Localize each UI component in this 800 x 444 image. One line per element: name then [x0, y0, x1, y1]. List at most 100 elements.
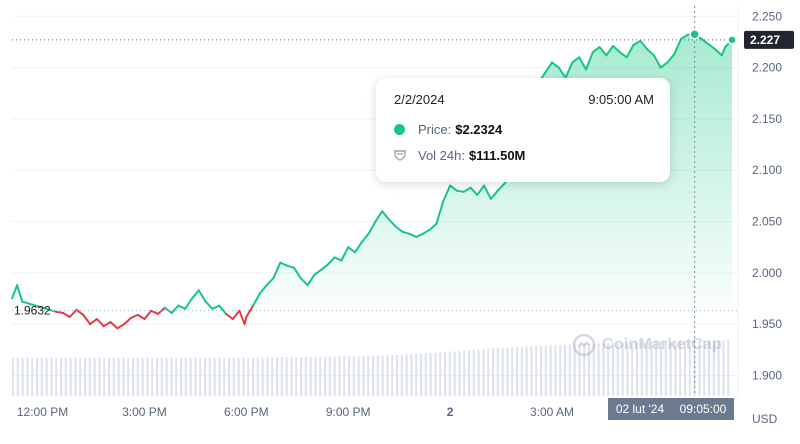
volume-bar [89, 358, 91, 396]
volume-bar [295, 357, 297, 396]
volume-bar [391, 355, 393, 396]
volume-bar [415, 354, 417, 396]
hover-point [690, 30, 699, 39]
volume-bar [238, 358, 240, 396]
volume-bar [281, 357, 283, 396]
price-line-segment [226, 314, 233, 319]
green-dot-icon [394, 124, 405, 135]
volume-bar [425, 353, 427, 396]
volume-bar [319, 357, 321, 396]
volume-bar [127, 358, 129, 396]
volume-bar [353, 356, 355, 396]
price-tooltip: 2/2/2024 9:05:00 AM Price: $2.2324 Vol 2… [376, 78, 670, 182]
volume-bar [338, 357, 340, 396]
price-line-segment [151, 311, 158, 314]
volume-bar [94, 358, 96, 396]
price-line-segment [246, 306, 253, 317]
volume-bar [46, 358, 48, 396]
last-price-point [728, 36, 736, 44]
volume-bar [449, 352, 451, 396]
volume-bar [554, 345, 556, 396]
price-line-segment [97, 319, 104, 326]
y-tick-label: 1.950 [752, 317, 782, 331]
y-tick-label: 2.100 [752, 163, 782, 177]
volume-bar [98, 358, 100, 396]
price-line-segment [145, 311, 152, 319]
volume-bar [530, 346, 532, 396]
coinmarketcap-logo-icon [572, 333, 596, 357]
volume-bar [521, 347, 523, 396]
price-line-segment [111, 322, 118, 328]
volume-bar [358, 356, 360, 396]
volume-bar [516, 347, 518, 396]
volume-bar [242, 358, 244, 396]
x-tick-label: 2 [447, 405, 454, 419]
volume-bar [439, 353, 441, 396]
price-line-segment [158, 308, 165, 314]
volume-bar [362, 356, 364, 396]
volume-bar [367, 356, 369, 396]
volume-bar [492, 348, 494, 396]
price-line-segment [240, 311, 245, 324]
volume-bar [545, 345, 547, 396]
volume-bar [103, 358, 105, 396]
y-axis-unit: USD [752, 412, 777, 426]
volume-bar [70, 358, 72, 396]
volume-bar [314, 357, 316, 396]
volume-bar [550, 345, 552, 396]
x-tick-label: 3:00 PM [122, 405, 167, 419]
price-line-segment [233, 311, 240, 319]
volume-bar [262, 358, 264, 396]
volume-bar [233, 358, 235, 396]
volume-bar [12, 358, 14, 396]
volume-bar [290, 357, 292, 396]
price-line-segment [117, 324, 124, 328]
y-tick-label: 2.150 [752, 112, 782, 126]
volume-bar [170, 358, 172, 396]
volume-bar [382, 355, 384, 396]
hover-date-label: 02 lut '24 [616, 402, 665, 416]
volume-bar [482, 349, 484, 396]
volume-bar [276, 357, 278, 396]
volume-bar [146, 358, 148, 396]
price-line-segment [63, 313, 70, 317]
volume-bar [166, 358, 168, 396]
volume-bar [228, 358, 230, 396]
tooltip-price-row: Price: $2.2324 [394, 120, 502, 138]
volume-bar [559, 345, 561, 396]
volume-bar [41, 358, 43, 396]
volume-bar [526, 346, 528, 396]
volume-bar [84, 358, 86, 396]
volume-bar [478, 349, 480, 396]
volume-bar [142, 358, 144, 396]
volume-bar [50, 358, 52, 396]
volume-bar [185, 358, 187, 396]
y-tick-label: 1.900 [752, 368, 782, 382]
price-line-segment [457, 191, 464, 192]
volume-bar [108, 358, 110, 396]
volume-bar [324, 357, 326, 396]
volume-bar [194, 358, 196, 396]
hover-time-label: 09:05:00 [680, 402, 727, 416]
volume-bar [535, 346, 537, 396]
volume-bar [156, 358, 158, 396]
x-tick-label: 6:00 PM [224, 405, 269, 419]
coinmarketcap-watermark: CoinMarketCap [572, 333, 722, 357]
volume-bar [468, 350, 470, 396]
y-tick-label: 2.250 [752, 9, 782, 23]
volume-bar [396, 355, 398, 396]
volume-bar [434, 353, 436, 396]
tooltip-volume-label: Vol 24h: [418, 148, 465, 163]
volume-bar [372, 356, 374, 396]
y-tick-label: 2.050 [752, 215, 782, 229]
y-tick-label: 2.200 [752, 61, 782, 75]
volume-bar [329, 357, 331, 396]
volume-bar [334, 357, 336, 396]
price-line-segment [56, 312, 63, 313]
y-tick-label: 2.000 [752, 266, 782, 280]
volume-bar [271, 357, 273, 396]
volume-bar [266, 357, 268, 396]
volume-bar [348, 356, 350, 396]
